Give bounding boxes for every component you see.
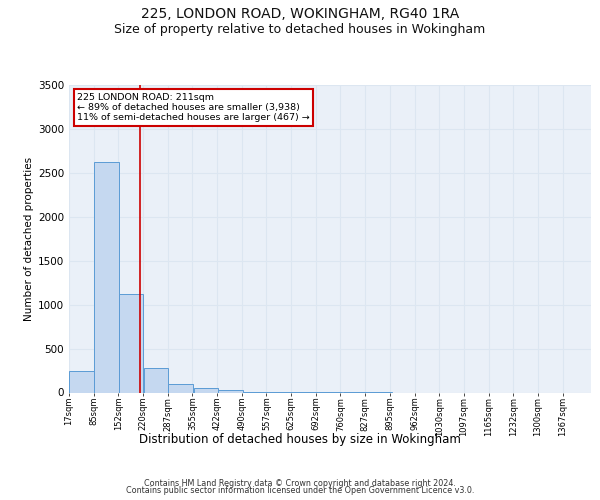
Bar	[69, 370, 94, 392]
Bar	[218, 390, 243, 392]
Text: 225, LONDON ROAD, WOKINGHAM, RG40 1RA: 225, LONDON ROAD, WOKINGHAM, RG40 1RA	[141, 8, 459, 22]
Bar	[194, 388, 218, 392]
Text: Contains HM Land Registry data © Crown copyright and database right 2024.: Contains HM Land Registry data © Crown c…	[144, 478, 456, 488]
Bar	[169, 384, 193, 392]
Text: Size of property relative to detached houses in Wokingham: Size of property relative to detached ho…	[115, 22, 485, 36]
Y-axis label: Number of detached properties: Number of detached properties	[24, 156, 34, 321]
Bar	[119, 294, 143, 392]
Bar	[94, 162, 119, 392]
Text: Contains public sector information licensed under the Open Government Licence v3: Contains public sector information licen…	[126, 486, 474, 495]
Text: Distribution of detached houses by size in Wokingham: Distribution of detached houses by size …	[139, 432, 461, 446]
Text: 225 LONDON ROAD: 211sqm
← 89% of detached houses are smaller (3,938)
11% of semi: 225 LONDON ROAD: 211sqm ← 89% of detache…	[77, 92, 310, 122]
Bar	[144, 368, 169, 392]
